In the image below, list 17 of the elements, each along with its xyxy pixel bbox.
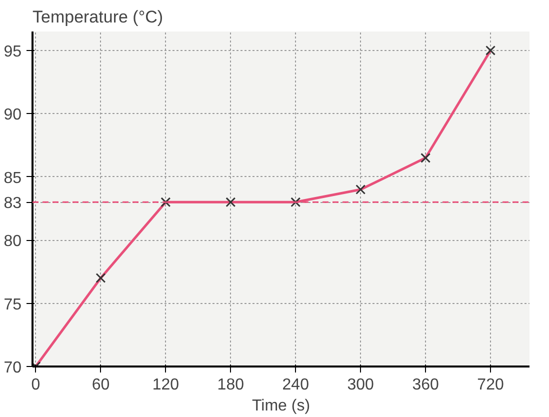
x-tick-label: 300 <box>347 376 374 394</box>
y-tick-label: 80 <box>4 233 22 250</box>
y-tick-label: 95 <box>4 43 22 60</box>
x-axis-title: Time (s) <box>252 398 310 414</box>
x-tick-label: 60 <box>92 376 110 394</box>
x-tick-label: 720 <box>477 376 504 394</box>
x-tick-label: 120 <box>152 376 180 394</box>
y-tick-label: 70 <box>4 360 22 376</box>
x-tick-label: 360 <box>412 376 439 394</box>
x-tick-label: 180 <box>217 376 244 394</box>
x-tick-label: 240 <box>282 376 310 394</box>
y-tick-label: 90 <box>4 106 22 124</box>
y-tick-label: 85 <box>4 170 22 187</box>
y-axis-title: Temperature (°C) <box>32 8 164 26</box>
y-tick-label: 83 <box>4 195 22 212</box>
y-tick-label: 75 <box>4 296 22 314</box>
x-tick-label: 0 <box>31 376 40 394</box>
